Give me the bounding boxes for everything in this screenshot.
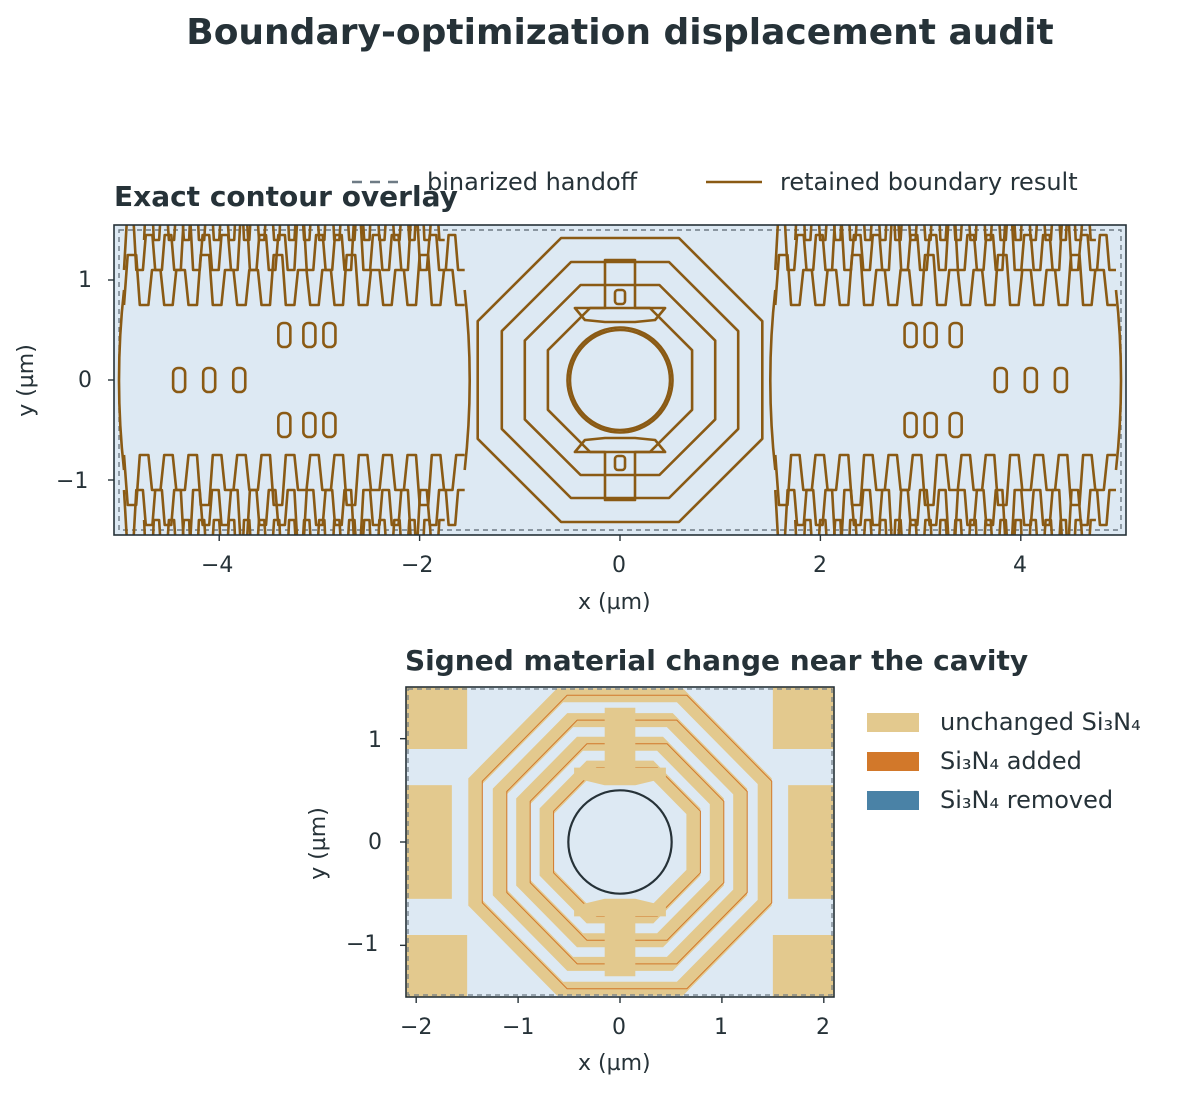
unchanged-region [772,687,834,749]
boundary-ring [523,283,717,477]
boundary-island [231,366,247,394]
boundary-island [613,288,627,306]
handoff-domain-boundary [118,229,1122,531]
bottom-y-tick: −1 [346,932,379,957]
boundary-island [613,454,627,472]
boundary-comb [122,225,465,272]
top-contours [117,225,1123,535]
top-x-tick: 4 [1013,553,1027,578]
bottom-x-tick: 2 [816,1015,830,1040]
top-y-tick: 0 [78,368,92,393]
unchanged-lobe [574,898,666,977]
boundary-side-edge [463,289,472,471]
boundary-island [201,366,217,394]
top-panel-title: Exact contour overlay [114,180,458,213]
added-edge [481,694,773,990]
bottom-panel-title: Signed material change near the cavity [405,644,1029,677]
bottom-y-tick: 0 [368,830,382,855]
boundary-island [948,321,963,349]
boundary-comb [142,225,445,242]
boundary-island [277,411,292,439]
top-x-tick: −4 [201,553,234,578]
boundary-comb [774,488,1116,535]
legend-patch-unchanged [867,713,919,732]
boundary-island [277,321,292,349]
boundary-island [903,321,918,349]
boundary-side-edge [768,289,777,471]
top-x-tick: 2 [813,553,827,578]
boundary-island [302,411,317,439]
unchanged-lobe [574,707,666,786]
bottom-material-map [406,687,834,997]
top-legend-label-retained: retained boundary result [780,168,1078,196]
boundary-comb [794,225,1096,242]
boundary-island [322,321,337,349]
boundary-ring [476,236,764,524]
legend-patch-added [867,752,919,771]
bottom-legend-label-added: Si₃N₄ added [940,747,1082,775]
cavity-circle [567,789,673,895]
unchanged-region [788,785,834,899]
legend-patch-removed [867,791,919,810]
boundary-ring [546,306,694,454]
unchanged-region [406,785,452,899]
boundary-side-edge [1114,289,1123,471]
boundary-comb [774,225,1116,272]
unchanged-region [772,935,834,997]
bottom-x-axis-label: x (µm) [578,1051,651,1076]
boundary-lobe [573,258,667,324]
boundary-lobe [573,436,667,502]
top-y-tick: −1 [56,469,89,494]
boundary-side-edge [117,289,126,471]
boundary-island [923,321,938,349]
boundary-comb [794,518,1096,535]
bottom-x-tick: −2 [400,1015,433,1040]
added-edge [529,743,725,941]
top-x-tick: −2 [401,553,434,578]
bottom-y-tick: 1 [368,728,382,753]
bottom-legend-label-removed: Si₃N₄ removed [940,786,1114,814]
unchanged-region [406,687,468,749]
boundary-ring [500,260,740,500]
boundary-island [993,366,1009,394]
bottom-x-tick: −1 [502,1015,535,1040]
cavity-outline [568,328,672,432]
boundary-island [1053,366,1069,394]
top-y-tick: 1 [78,268,92,293]
figure-title: Boundary-optimization displacement audit [186,12,1054,53]
boundary-island [171,366,187,394]
bottom-x-tick: 1 [714,1015,728,1040]
bottom-handoff-boundary [407,688,833,996]
boundary-island [302,321,317,349]
cavity-outline [566,326,674,434]
boundary-island [948,411,963,439]
top-legend-label-handoff: binarized handoff [427,168,638,196]
boundary-comb [122,488,465,535]
unchanged-region [406,935,468,997]
boundary-island [1023,366,1039,394]
boundary-island [903,411,918,439]
top-x-axis-label: x (µm) [578,590,651,615]
boundary-comb [142,518,445,535]
added-edge [506,719,748,965]
boundary-island [923,411,938,439]
bottom-x-tick: 0 [612,1015,626,1040]
bottom-legend-label-unchanged: unchanged Si₃N₄ [940,708,1141,736]
boundary-island [322,411,337,439]
top-x-tick: 0 [612,553,626,578]
